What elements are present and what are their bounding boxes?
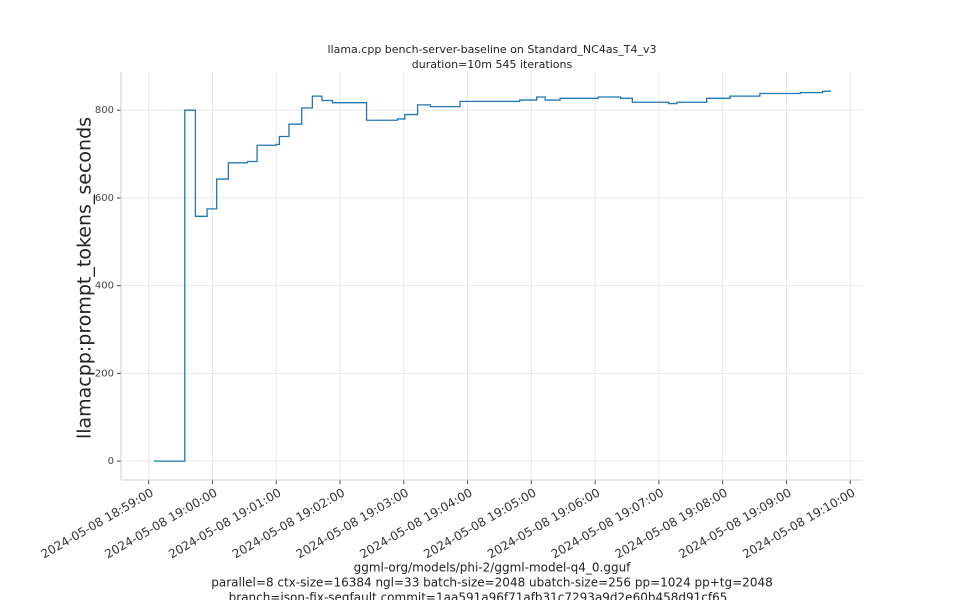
y-tick-label: 0 bbox=[108, 456, 114, 467]
x-tick-label: 2024-05-08 19:04:00 bbox=[357, 486, 474, 562]
x-tick-label: 2024-05-08 19:06:00 bbox=[485, 486, 602, 562]
x-tick-label: 2024-05-08 19:08:00 bbox=[613, 486, 730, 562]
x-tick-label: 2024-05-08 19:00:00 bbox=[102, 486, 219, 562]
y-tick-label: 600 bbox=[95, 193, 114, 204]
x-tick-label: 2024-05-08 18:59:00 bbox=[39, 486, 156, 562]
x-axis-label: parallel=8 ctx-size=16384 ngl=33 batch-s… bbox=[211, 576, 772, 590]
x-tick-label: 2024-05-08 19:05:00 bbox=[421, 486, 538, 562]
x-axis-label: ggml-org/models/phi-2/ggml-model-q4_0.gg… bbox=[354, 561, 632, 575]
y-tick-label: 200 bbox=[95, 368, 114, 379]
x-tick-label: 2024-05-08 19:03:00 bbox=[294, 486, 411, 562]
x-tick-label: 2024-05-08 19:01:00 bbox=[166, 486, 283, 562]
x-tick-label: 2024-05-08 19:07:00 bbox=[549, 486, 666, 562]
data-line bbox=[153, 90, 831, 462]
x-axis-label: branch=json-fix-segfault commit=1aa591a9… bbox=[229, 591, 728, 600]
y-tick-label: 800 bbox=[95, 105, 114, 116]
x-tick-label: 2024-05-08 19:10:00 bbox=[740, 486, 857, 562]
chart-title: llama.cpp bench-server-baseline on Stand… bbox=[327, 43, 656, 56]
chart-subtitle: duration=10m 545 iterations bbox=[412, 58, 573, 71]
x-tick-label: 2024-05-08 19:02:00 bbox=[230, 486, 347, 562]
y-axis-label: llamacpp:prompt_tokens_seconds bbox=[74, 117, 96, 439]
y-tick-label: 400 bbox=[95, 281, 114, 292]
x-tick-label: 2024-05-08 19:09:00 bbox=[676, 486, 793, 562]
